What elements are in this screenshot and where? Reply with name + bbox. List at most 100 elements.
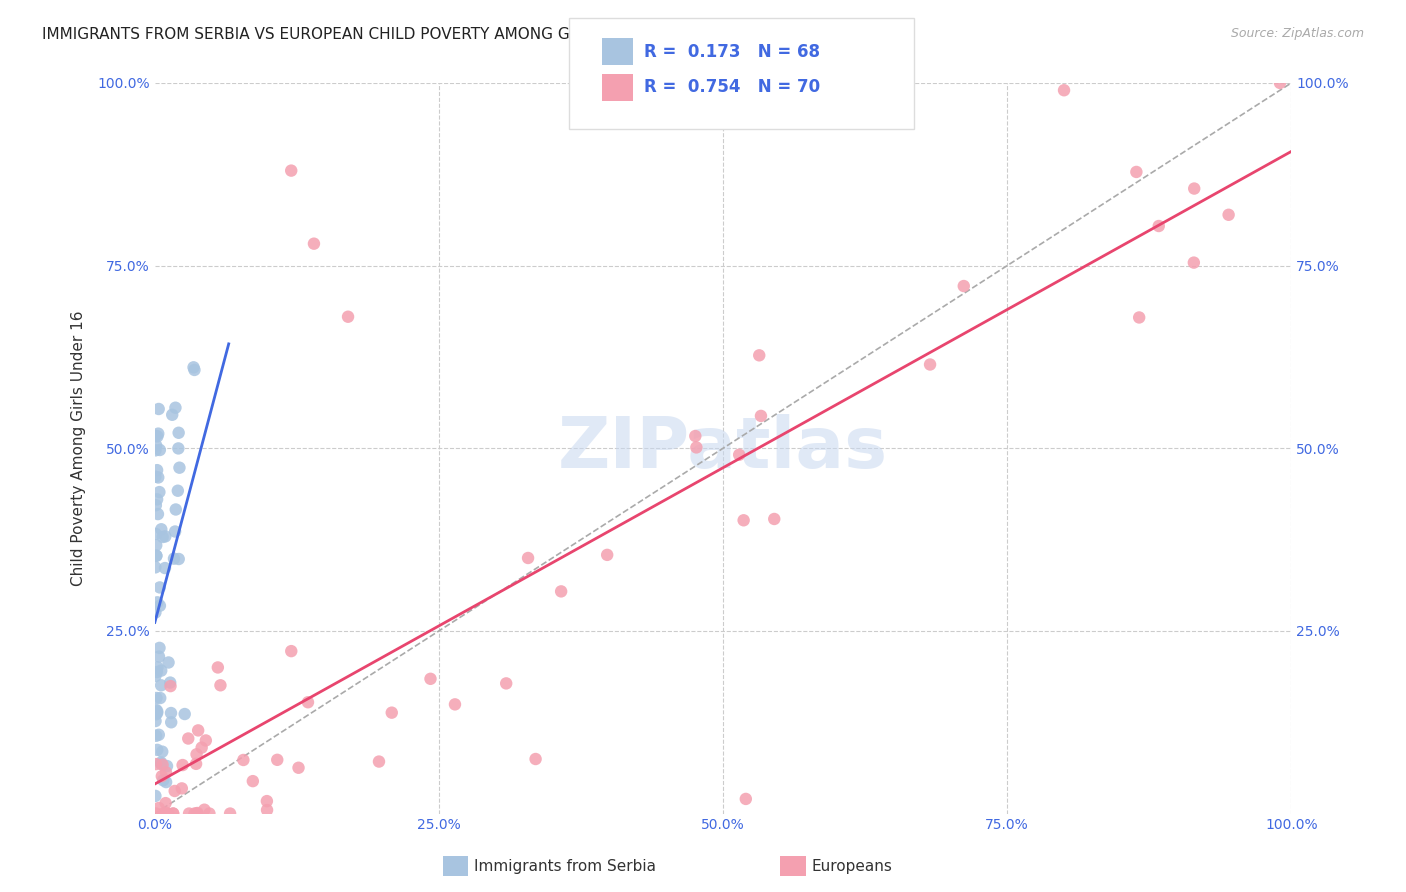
Point [146, 660, 169, 674]
Point [146, 429, 169, 443]
Point [145, 806, 167, 821]
Point [145, 549, 167, 563]
Point [302, 236, 325, 251]
Point [148, 470, 170, 484]
Point [167, 442, 190, 456]
Point [187, 723, 209, 738]
Point [232, 753, 254, 767]
Point [190, 740, 212, 755]
Point [297, 695, 319, 709]
Point [1147, 219, 1170, 233]
Point [156, 806, 179, 821]
Point [145, 560, 167, 574]
Point [163, 551, 186, 566]
Point [165, 401, 187, 415]
Text: R =  0.173   N = 68: R = 0.173 N = 68 [644, 43, 820, 61]
Point [918, 358, 941, 372]
Point [145, 669, 167, 683]
Point [149, 691, 172, 706]
Point [155, 796, 177, 810]
Point [152, 773, 174, 788]
Point [160, 408, 183, 422]
Point [148, 649, 170, 664]
Point [734, 792, 756, 806]
Point [517, 551, 540, 566]
Point [153, 561, 176, 575]
Point [150, 664, 173, 678]
Text: ZIPatlas: ZIPatlas [558, 414, 889, 483]
Point [146, 463, 169, 477]
Point [149, 581, 172, 595]
Point [150, 745, 173, 759]
Point [183, 806, 205, 821]
Point [145, 707, 167, 722]
Point [381, 706, 404, 720]
Point [209, 678, 232, 692]
Point [1182, 255, 1205, 269]
Point [156, 759, 179, 773]
Point [150, 678, 173, 692]
Point [169, 460, 191, 475]
Point [145, 703, 167, 717]
Point [148, 485, 170, 500]
Point [150, 756, 173, 770]
Point [145, 789, 167, 803]
Point [1218, 208, 1240, 222]
Point [145, 714, 167, 728]
Point [145, 527, 167, 541]
Point [145, 606, 167, 620]
Point [172, 758, 194, 772]
Point [160, 715, 183, 730]
Point [749, 409, 772, 423]
Point [733, 513, 755, 527]
Point [162, 806, 184, 821]
Text: IMMIGRANTS FROM SERBIA VS EUROPEAN CHILD POVERTY AMONG GIRLS UNDER 16 CORRELATIO: IMMIGRANTS FROM SERBIA VS EUROPEAN CHILD… [42, 27, 858, 42]
Point [952, 279, 974, 293]
Point [524, 752, 547, 766]
Point [495, 676, 517, 690]
Point [167, 552, 190, 566]
Point [177, 731, 200, 746]
Point [145, 469, 167, 483]
Point [145, 538, 167, 552]
Point [148, 426, 170, 441]
Point [198, 806, 221, 821]
Point [287, 761, 309, 775]
Point [256, 794, 278, 808]
Point [242, 774, 264, 789]
Text: R =  0.754   N = 70: R = 0.754 N = 70 [644, 78, 820, 96]
Y-axis label: Child Poverty Among Girls Under 16: Child Poverty Among Girls Under 16 [72, 310, 86, 586]
Point [152, 530, 174, 544]
Point [219, 806, 242, 821]
Point [337, 310, 360, 324]
Point [186, 747, 208, 762]
Point [145, 757, 167, 772]
Point [1128, 310, 1150, 325]
Point [146, 492, 169, 507]
Point [148, 402, 170, 417]
Point [146, 595, 169, 609]
Point [145, 549, 167, 563]
Point [167, 425, 190, 440]
Point [149, 756, 172, 771]
Point [170, 781, 193, 796]
Point [280, 163, 302, 178]
Point [173, 706, 195, 721]
Point [149, 442, 172, 457]
Point [148, 728, 170, 742]
Text: Europeans: Europeans [811, 859, 893, 873]
Point [146, 706, 169, 720]
Point [368, 755, 391, 769]
Point [186, 806, 208, 821]
Point [419, 672, 441, 686]
Point [145, 691, 167, 706]
Point [165, 502, 187, 516]
Point [280, 644, 302, 658]
Point [159, 675, 181, 690]
Point [145, 443, 167, 458]
Point [153, 806, 176, 821]
Point [444, 698, 467, 712]
Point [162, 806, 184, 821]
Point [763, 512, 786, 526]
Point [1125, 165, 1147, 179]
